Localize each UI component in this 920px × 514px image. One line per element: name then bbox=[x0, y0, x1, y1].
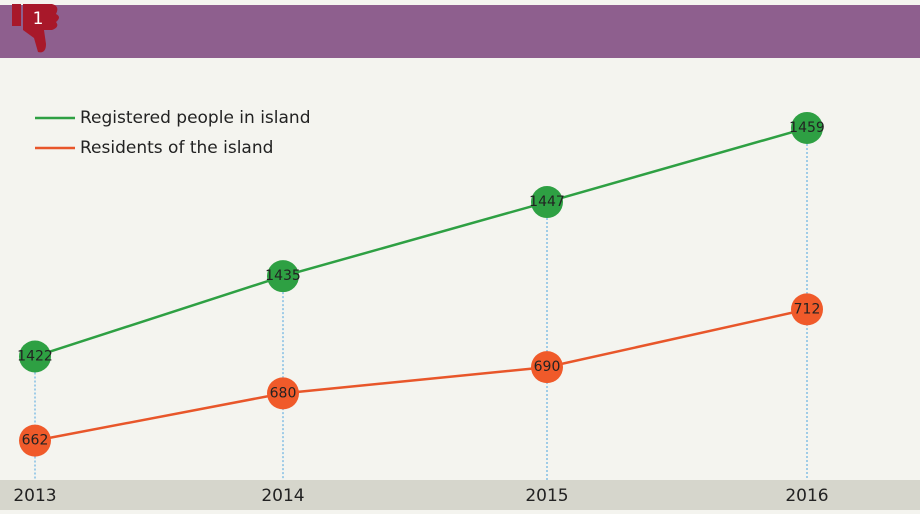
header-bar bbox=[0, 5, 920, 58]
thumbs-down-icon bbox=[12, 4, 59, 53]
series-line bbox=[34, 126, 808, 358]
data-label: 712 bbox=[794, 301, 821, 317]
point-marker bbox=[791, 293, 823, 326]
x-axis-band bbox=[0, 480, 920, 510]
x-tick-label: 2013 bbox=[13, 486, 56, 506]
data-label: 1435 bbox=[265, 268, 301, 284]
point-marker bbox=[267, 260, 299, 293]
point-marker bbox=[19, 340, 51, 373]
data-label: 690 bbox=[534, 359, 561, 375]
x-tick-label: 2016 bbox=[785, 486, 828, 506]
data-label: 1422 bbox=[17, 348, 53, 364]
point-marker bbox=[531, 351, 563, 384]
point-marker bbox=[19, 424, 51, 457]
data-label: 680 bbox=[270, 385, 297, 401]
point-marker bbox=[791, 111, 823, 144]
point-marker bbox=[267, 377, 299, 410]
x-tick-label: 2014 bbox=[261, 486, 304, 506]
x-tick-label: 2015 bbox=[525, 486, 568, 506]
badge-number: 1 bbox=[33, 9, 44, 29]
legend-label: Residents of the island bbox=[80, 138, 273, 158]
data-label: 1459 bbox=[789, 120, 825, 136]
data-label: 1447 bbox=[529, 194, 565, 210]
series-line bbox=[34, 308, 808, 442]
point-marker bbox=[531, 186, 563, 219]
legend-label: Registered people in island bbox=[80, 108, 311, 128]
data-label: 662 bbox=[22, 433, 49, 449]
